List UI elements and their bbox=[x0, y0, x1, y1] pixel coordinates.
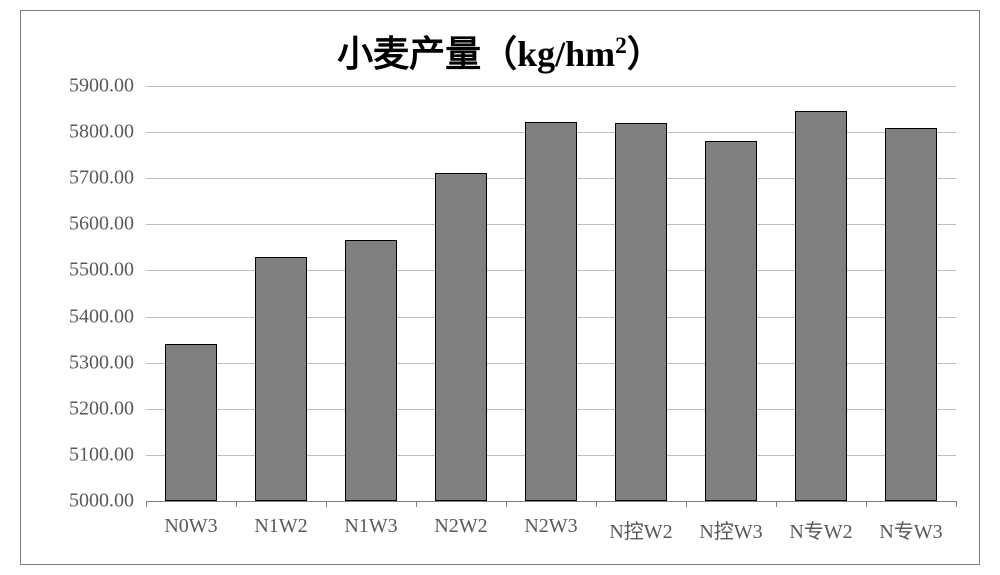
bars-layer bbox=[146, 86, 956, 501]
bar bbox=[345, 240, 397, 501]
bar bbox=[165, 344, 217, 501]
y-tick-label: 5000.00 bbox=[34, 490, 134, 513]
chart-title-suffix: ） bbox=[627, 34, 663, 74]
x-tick-label: N1W3 bbox=[344, 515, 397, 538]
x-tick-mark bbox=[416, 501, 417, 507]
x-tick-mark bbox=[146, 501, 147, 507]
bar bbox=[255, 257, 307, 501]
x-tick-label: N0W3 bbox=[164, 515, 217, 538]
x-tick-mark bbox=[326, 501, 327, 507]
x-tick-mark bbox=[956, 501, 957, 507]
x-tick-mark bbox=[686, 501, 687, 507]
bar bbox=[615, 123, 667, 501]
y-tick-label: 5300.00 bbox=[34, 351, 134, 374]
y-tick-label: 5800.00 bbox=[34, 121, 134, 144]
y-tick-label: 5100.00 bbox=[34, 443, 134, 466]
bar bbox=[705, 141, 757, 501]
bar bbox=[435, 173, 487, 501]
gridline bbox=[146, 501, 956, 502]
chart-title-sup: 2 bbox=[615, 33, 627, 59]
x-tick-label: N控W3 bbox=[699, 515, 762, 544]
y-tick-label: 5600.00 bbox=[34, 213, 134, 236]
x-tick-label: N1W2 bbox=[254, 515, 307, 538]
x-tick-label: N专W3 bbox=[879, 515, 942, 544]
x-tick-mark bbox=[866, 501, 867, 507]
chart-title: 小麦产量（kg/hm2） bbox=[21, 25, 979, 77]
x-tick-mark bbox=[236, 501, 237, 507]
bar bbox=[525, 122, 577, 501]
x-tick-mark bbox=[776, 501, 777, 507]
y-tick-label: 5700.00 bbox=[34, 167, 134, 190]
x-tick-label: N控W2 bbox=[609, 515, 672, 544]
bar bbox=[795, 111, 847, 501]
chart-frame: 小麦产量（kg/hm2） 5000.00 5100.00 5200.00 5300.0… bbox=[20, 10, 980, 565]
chart-title-prefix: 小麦产量（kg/hm bbox=[337, 34, 615, 74]
y-tick-label: 5200.00 bbox=[34, 397, 134, 420]
x-tick-label: N2W2 bbox=[434, 515, 487, 538]
x-tick-label: N2W3 bbox=[524, 515, 577, 538]
plot-area bbox=[146, 86, 956, 501]
y-tick-label: 5900.00 bbox=[34, 75, 134, 98]
x-tick-mark bbox=[506, 501, 507, 507]
bar bbox=[885, 128, 937, 501]
y-tick-label: 5500.00 bbox=[34, 259, 134, 282]
x-tick-mark bbox=[596, 501, 597, 507]
x-tick-label: N专W2 bbox=[789, 515, 852, 544]
y-tick-label: 5400.00 bbox=[34, 305, 134, 328]
